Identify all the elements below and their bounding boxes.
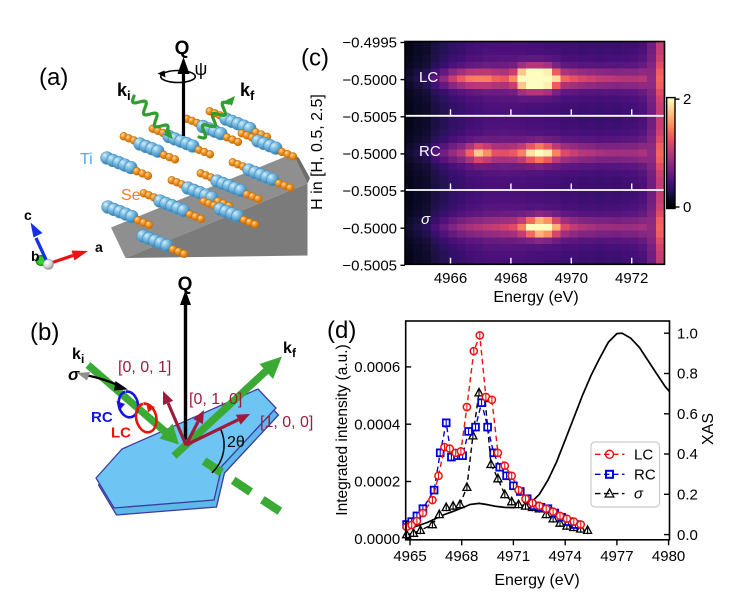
svg-text:4974: 4974 [549,548,582,565]
svg-text:LC: LC [111,425,131,442]
svg-text:−0.5000: −0.5000 [342,146,397,163]
svg-text:0.4: 0.4 [677,446,698,463]
svg-text:4977: 4977 [600,548,633,565]
svg-text:σ: σ [68,365,80,384]
svg-text:Energy (eV): Energy (eV) [493,289,578,306]
svg-text:σ: σ [421,211,431,228]
svg-text:f: f [292,346,297,360]
svg-text:1.0: 1.0 [677,325,698,342]
svg-text:4980: 4980 [652,548,685,565]
svg-text:RC: RC [91,409,113,426]
svg-text:RC: RC [634,466,656,483]
svg-text:0.6: 0.6 [677,406,698,423]
svg-text:H in [H, 0.5, 2.5]: H in [H, 0.5, 2.5] [309,94,326,210]
svg-text:Energy (eV): Energy (eV) [494,572,579,589]
svg-text:2: 2 [683,91,691,108]
svg-text:[0, 0, 1]: [0, 0, 1] [118,359,171,376]
svg-text:[0, 1, 0]: [0, 1, 0] [189,391,242,408]
svg-text:4966: 4966 [434,270,467,287]
svg-text:0.2: 0.2 [677,487,698,504]
svg-text:4972: 4972 [615,270,648,287]
svg-text:f: f [250,88,255,103]
svg-text:−0.4995: −0.4995 [342,35,397,52]
svg-text:k: k [117,80,128,100]
svg-text:4970: 4970 [555,270,588,287]
svg-text:LC: LC [419,69,438,86]
svg-text:Integrated intensity (a.u.): Integrated intensity (a.u.) [334,344,351,515]
svg-text:LC: LC [634,446,653,463]
svg-text:σ: σ [634,486,644,503]
svg-text:k: k [240,80,251,100]
svg-text:0.8: 0.8 [677,366,698,383]
svg-text:(b): (b) [30,319,59,346]
svg-text:k: k [283,340,292,357]
svg-text:RC: RC [419,143,441,160]
svg-text:0.0004: 0.0004 [354,416,400,433]
svg-text:Se: Se [121,187,141,204]
svg-text:4965: 4965 [393,548,426,565]
svg-text:4971: 4971 [497,548,530,565]
svg-text:−0.5005: −0.5005 [342,258,397,275]
svg-text:−0.5000: −0.5000 [342,220,397,237]
svg-text:[1, 0, 0]: [1, 0, 0] [260,414,313,431]
svg-text:0.0000: 0.0000 [354,531,400,548]
svg-text:k: k [72,346,81,363]
svg-text:−0.5005: −0.5005 [342,109,397,126]
svg-text:c: c [24,207,32,223]
svg-text:−0.5005: −0.5005 [342,183,397,200]
svg-text:(d): (d) [327,317,356,344]
svg-text:(c): (c) [301,45,329,72]
svg-text:i: i [127,88,131,103]
svg-text:2θ: 2θ [227,434,245,451]
svg-text:(a): (a) [39,64,68,91]
svg-text:Ti: Ti [80,151,93,168]
svg-text:0.0002: 0.0002 [354,474,400,491]
svg-text:Q: Q [178,274,193,295]
svg-text:ψ: ψ [195,59,208,79]
svg-text:0: 0 [683,199,691,216]
svg-text:4968: 4968 [445,548,478,565]
svg-text:4968: 4968 [494,270,527,287]
svg-text:i: i [81,352,84,366]
svg-text:XAS: XAS [700,413,717,445]
svg-text:0.0: 0.0 [677,527,698,544]
svg-text:0.0006: 0.0006 [354,359,400,376]
svg-text:a: a [95,239,103,255]
svg-text:Q: Q [175,38,190,59]
svg-text:b: b [31,248,40,264]
svg-text:−0.5000: −0.5000 [342,72,397,89]
